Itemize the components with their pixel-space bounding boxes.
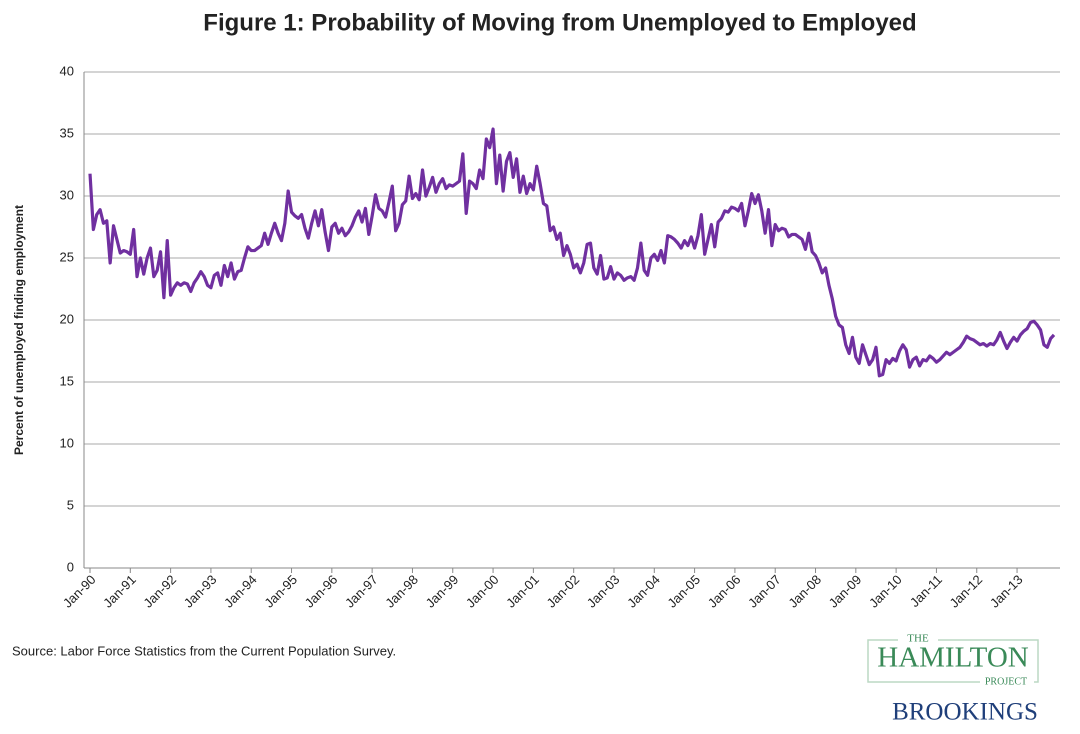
logo-the: THE xyxy=(907,633,929,645)
logo-gap xyxy=(980,676,1034,688)
x-tick-label: Jan-12 xyxy=(947,572,986,611)
x-tick-label: Jan-13 xyxy=(987,572,1026,611)
chart-title: Figure 1: Probability of Moving from Une… xyxy=(203,9,916,36)
x-tick-label: Jan-02 xyxy=(544,572,583,611)
x-tick-label: Jan-97 xyxy=(342,572,381,611)
logo-hamilton: HAMILTON xyxy=(877,642,1029,674)
logo-frame xyxy=(867,639,1039,683)
x-tick-label: Jan-11 xyxy=(907,572,945,610)
x-tick-label: Jan-95 xyxy=(261,572,300,611)
y-tick-label: 35 xyxy=(60,125,74,140)
x-tick-label: Jan-98 xyxy=(382,572,421,611)
y-tick-label: 20 xyxy=(60,311,74,326)
x-tick-label: Jan-92 xyxy=(140,572,179,611)
x-tick-label: Jan-04 xyxy=(624,572,663,611)
logo-project: PROJECT xyxy=(985,676,1027,687)
x-tick-label: Jan-03 xyxy=(584,572,623,611)
x-tick-label: Jan-96 xyxy=(302,572,341,611)
x-tick-label: Jan-06 xyxy=(705,572,744,611)
y-tick-label: 25 xyxy=(60,249,74,264)
logo-gap xyxy=(898,632,938,646)
y-tick-label: 40 xyxy=(60,63,74,78)
x-tick-label: Jan-05 xyxy=(664,572,703,611)
x-tick-label: Jan-10 xyxy=(866,572,905,611)
y-tick-label: 30 xyxy=(60,187,74,202)
y-tick-label: 0 xyxy=(67,559,74,574)
x-tick-label: Jan-99 xyxy=(423,572,462,611)
y-tick-label: 15 xyxy=(60,373,74,388)
x-tick-label: Jan-94 xyxy=(221,572,260,611)
data-line xyxy=(88,127,1056,378)
x-tick-label: Jan-90 xyxy=(60,572,99,611)
x-tick-label: Jan-09 xyxy=(826,572,865,611)
x-tick-label: Jan-01 xyxy=(503,572,542,611)
x-tick-label: Jan-08 xyxy=(785,572,824,611)
x-tick-label: Jan-91 xyxy=(100,572,139,611)
logo-brookings: BROOKINGS xyxy=(892,699,1038,726)
source-note: Source: Labor Force Statistics from the … xyxy=(12,643,396,658)
x-tick-label: Jan-07 xyxy=(745,572,784,611)
y-tick-label: 10 xyxy=(60,435,74,450)
y-axis-label: Percent of unemployed finding employment xyxy=(12,205,26,455)
x-tick-label: Jan-00 xyxy=(463,572,502,611)
logo: THE HAMILTON PROJECT BROOKINGS xyxy=(867,632,1039,726)
y-tick-label: 5 xyxy=(67,497,74,512)
x-tick-label: Jan-93 xyxy=(181,572,220,611)
